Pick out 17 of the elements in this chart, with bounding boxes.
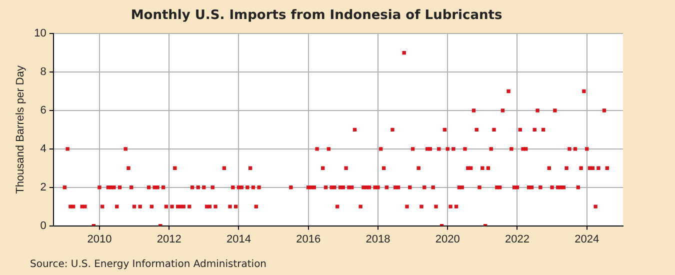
source-note: Source: U.S. Energy Information Administration bbox=[30, 259, 267, 270]
y-tick-label: 8 bbox=[40, 66, 46, 78]
y-tick-label: 10 bbox=[34, 28, 46, 40]
y-tick-label: 2 bbox=[40, 181, 46, 194]
x-tick-label: 2016 bbox=[296, 233, 321, 246]
x-tick-label: 2010 bbox=[87, 233, 112, 246]
y-axis-title: Thousand Barrels per Day bbox=[14, 65, 27, 194]
x-tick-label: 2022 bbox=[504, 233, 530, 246]
x-tick-label: 2012 bbox=[156, 233, 182, 246]
x-tick-label: 2024 bbox=[574, 233, 600, 246]
y-tick-label: 6 bbox=[40, 104, 46, 117]
x-tick-label: 2020 bbox=[435, 233, 460, 246]
chart-title: Monthly U.S. Imports from Indonesia of Lubricants bbox=[130, 8, 502, 24]
y-tick-label: 0 bbox=[40, 220, 46, 232]
x-tick-label: 2018 bbox=[366, 233, 390, 246]
y-tick-label: 4 bbox=[40, 142, 46, 155]
x-tick-label: 2014 bbox=[226, 233, 251, 246]
